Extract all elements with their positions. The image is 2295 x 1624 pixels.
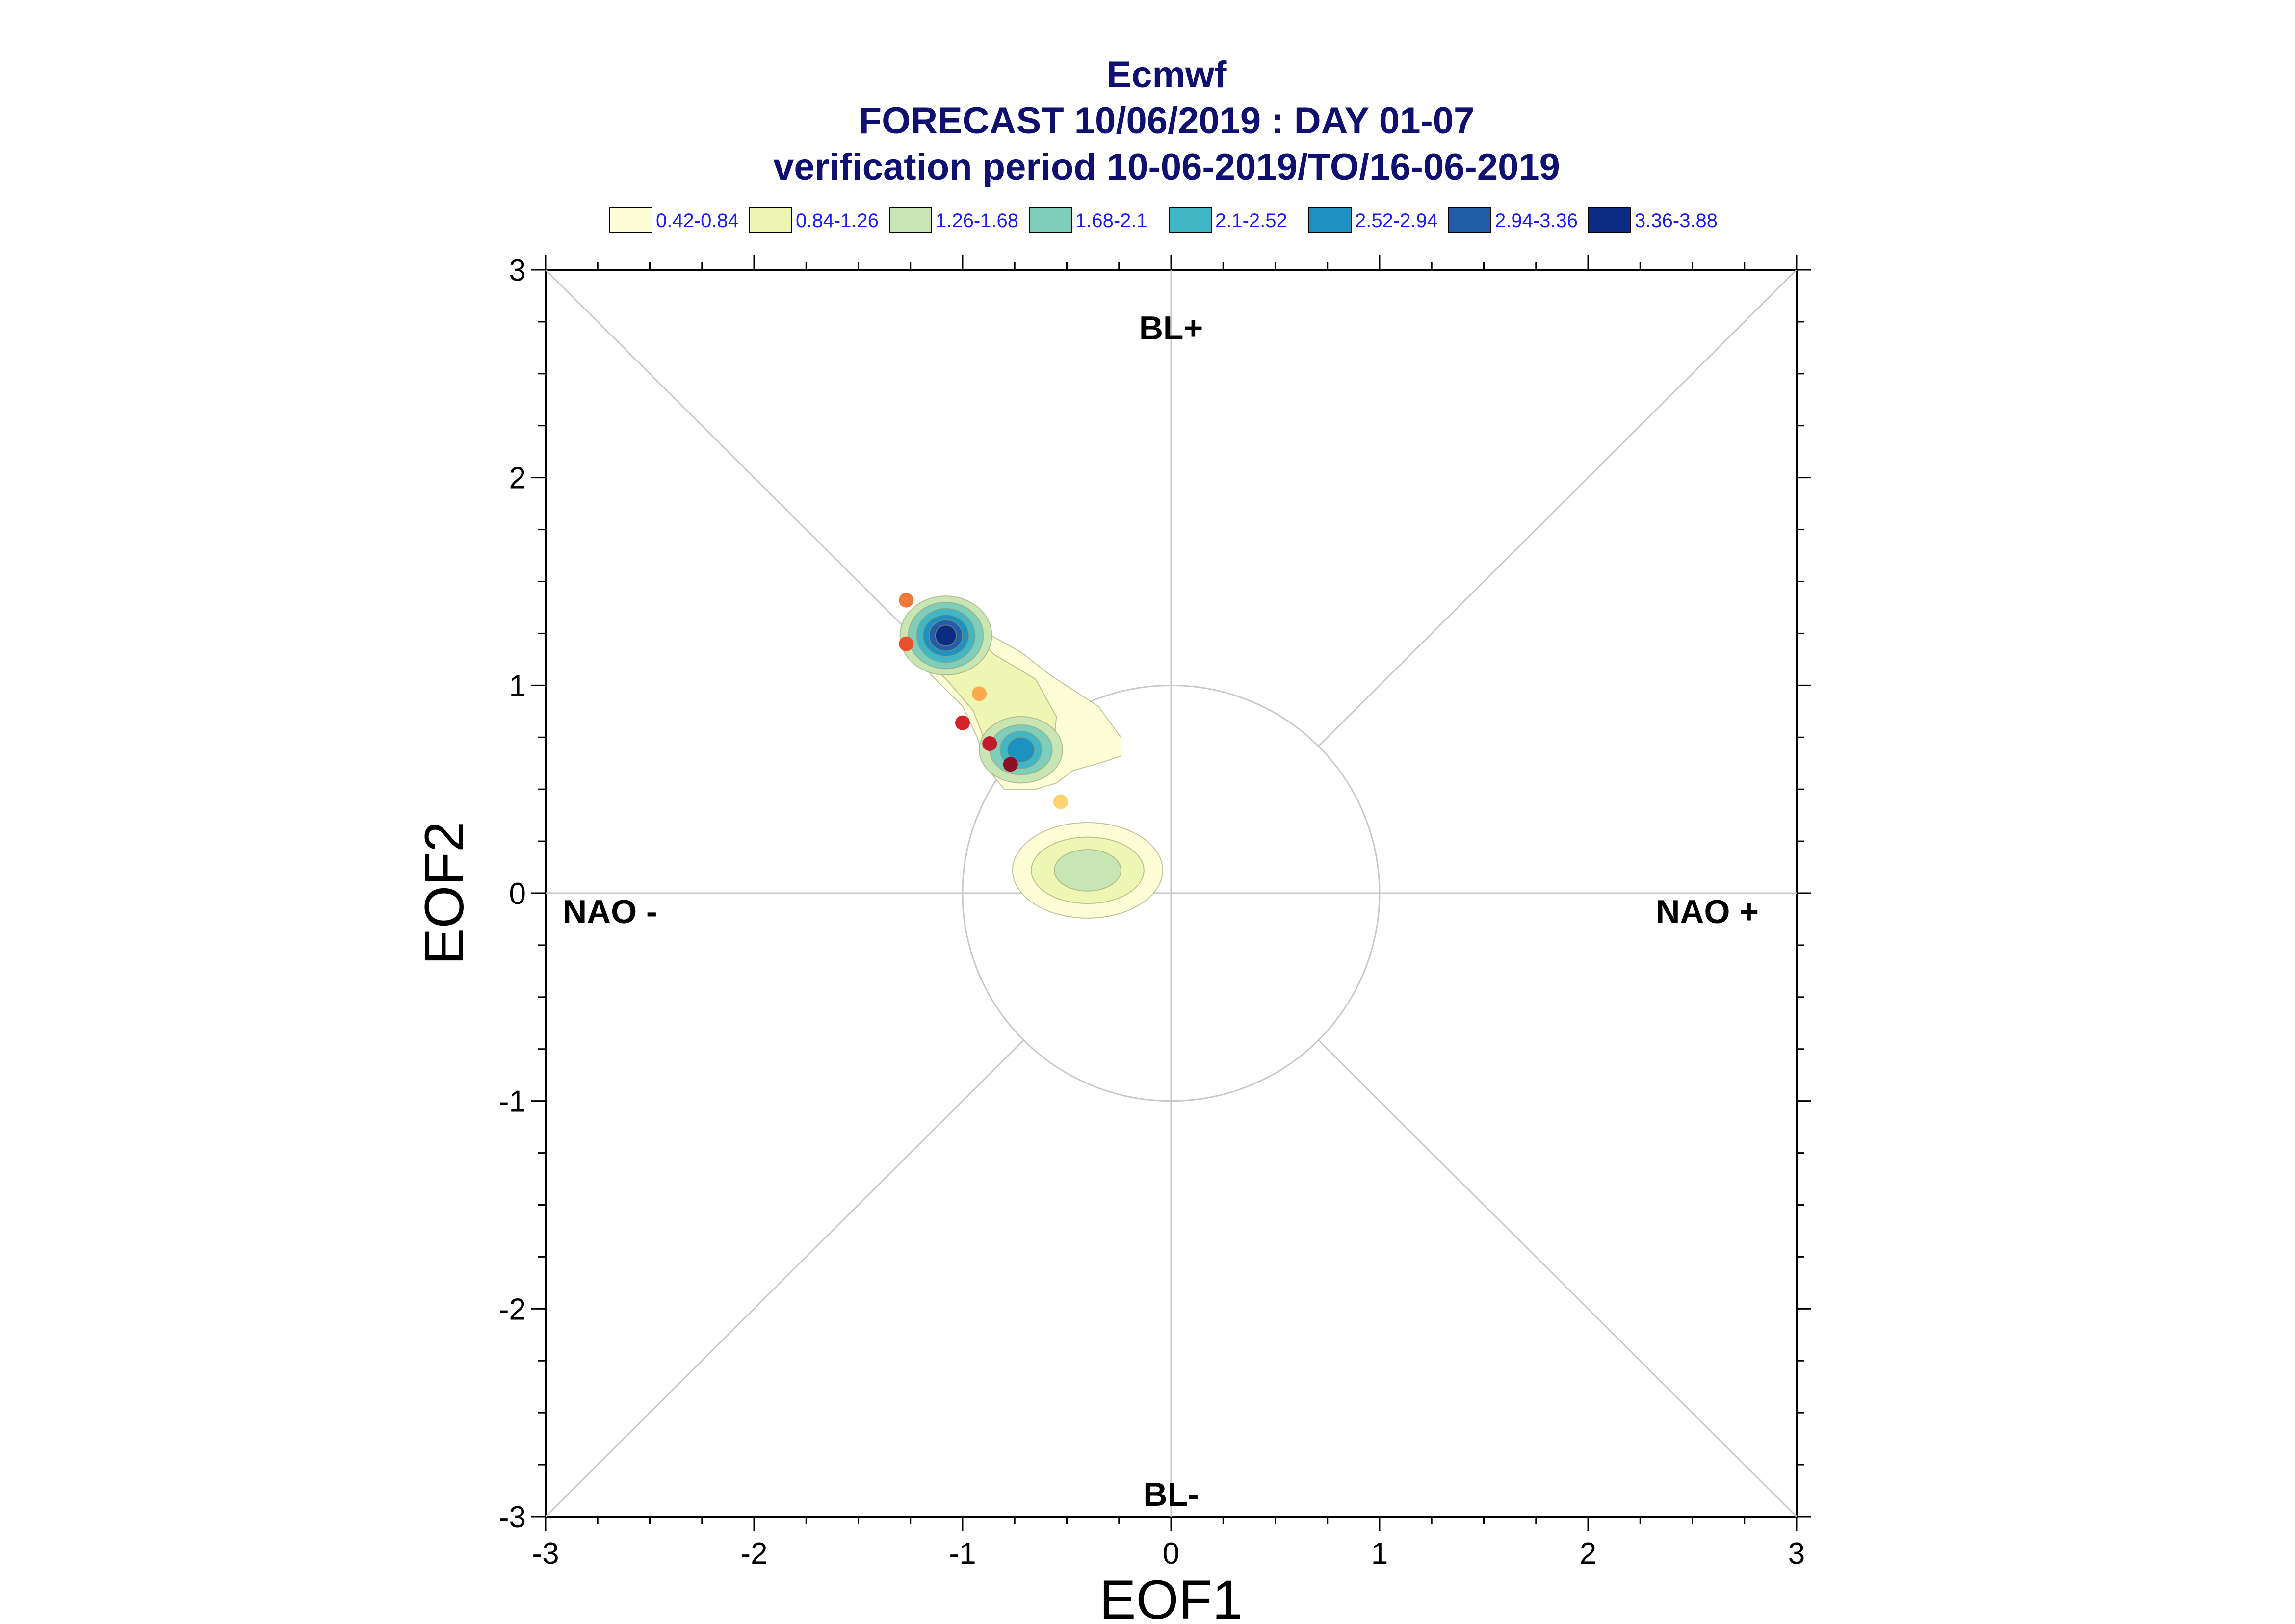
forecast-point xyxy=(982,736,997,751)
y-tick-label: 2 xyxy=(509,462,526,495)
diagonal-line-1 xyxy=(1318,269,1798,747)
legend-swatch xyxy=(749,207,792,233)
main-peak-contour xyxy=(935,624,957,646)
x-tick-label: 2 xyxy=(1580,1537,1596,1571)
diagonal-line-4 xyxy=(545,1039,1024,1518)
legend: 0.42-0.84 0.84-1.26 1.26-1.68 1.68-2.1 2.1-2… xyxy=(609,207,1718,233)
guide-lines xyxy=(545,269,1798,1518)
x-tick-label: -1 xyxy=(949,1537,976,1571)
middle-peak-contour xyxy=(1007,737,1035,763)
legend-label: 1.68-2.1 xyxy=(1075,210,1148,232)
legend-label: 2.94-3.36 xyxy=(1495,210,1578,232)
forecast-point xyxy=(1053,794,1068,809)
x-tick-label: 1 xyxy=(1371,1537,1388,1571)
forecast-point xyxy=(899,636,914,651)
chart-title: Ecmwf xyxy=(1107,54,1227,96)
forecast-point xyxy=(1003,757,1018,772)
x-tick-label: -2 xyxy=(740,1537,767,1571)
regime-label-nao-plus: NAO + xyxy=(1656,893,1759,930)
legend-swatch xyxy=(1588,207,1631,233)
reference-circle xyxy=(962,684,1381,1102)
y-axis-title: EOF2 xyxy=(414,822,475,965)
x-tick-label: -3 xyxy=(532,1537,559,1571)
regime-label-nao-minus: NAO - xyxy=(563,893,657,930)
legend-label: 2.52-2.94 xyxy=(1355,210,1438,232)
lower-cluster-contour xyxy=(1054,849,1121,892)
forecast-point xyxy=(955,715,970,730)
x-tick-label: 3 xyxy=(1788,1537,1805,1571)
plot-area: -3 -2 -1 0 1 2 3 -3 -2 -1 0 1 2 3 xyxy=(499,254,1811,1571)
legend-swatch xyxy=(1029,207,1072,233)
y-tick-label: -2 xyxy=(499,1292,526,1326)
y-tick-label: 3 xyxy=(509,254,526,287)
legend-label: 0.84-1.26 xyxy=(796,210,879,232)
regime-label-bl-minus: BL- xyxy=(1143,1476,1199,1513)
axis-ticks: -3 -2 -1 0 1 2 3 -3 -2 -1 0 1 2 3 xyxy=(499,254,1811,1571)
legend-swatch xyxy=(1308,207,1352,233)
forecast-points xyxy=(899,593,1068,809)
legend-swatch xyxy=(609,207,652,233)
legend-swatch xyxy=(889,207,932,233)
density-contours xyxy=(899,595,1163,919)
legend-label: 3.36-3.88 xyxy=(1635,210,1718,232)
chart-subtitle: FORECAST 10/06/2019 : DAY 01-07 xyxy=(859,100,1475,142)
y-tick-label: 1 xyxy=(509,669,526,703)
regime-label-bl-plus: BL+ xyxy=(1139,309,1203,347)
x-tick-label: 0 xyxy=(1163,1537,1179,1571)
diagonal-line-3 xyxy=(1318,1039,1798,1518)
chart-subtitle-period: verification period 10-06-2019/TO/16-06-… xyxy=(773,146,1560,188)
x-axis-title: EOF1 xyxy=(1099,1569,1243,1624)
forecast-point xyxy=(972,686,987,701)
y-tick-label: -1 xyxy=(499,1085,526,1119)
legend-label: 0.42-0.84 xyxy=(656,210,739,232)
y-tick-label: 0 xyxy=(509,877,526,911)
legend-swatch xyxy=(1169,207,1212,233)
forecast-point xyxy=(899,593,914,608)
legend-label: 1.26-1.68 xyxy=(936,210,1018,232)
legend-swatch xyxy=(1448,207,1491,233)
legend-label: 2.1-2.52 xyxy=(1215,210,1287,232)
y-tick-label: -3 xyxy=(499,1500,526,1534)
